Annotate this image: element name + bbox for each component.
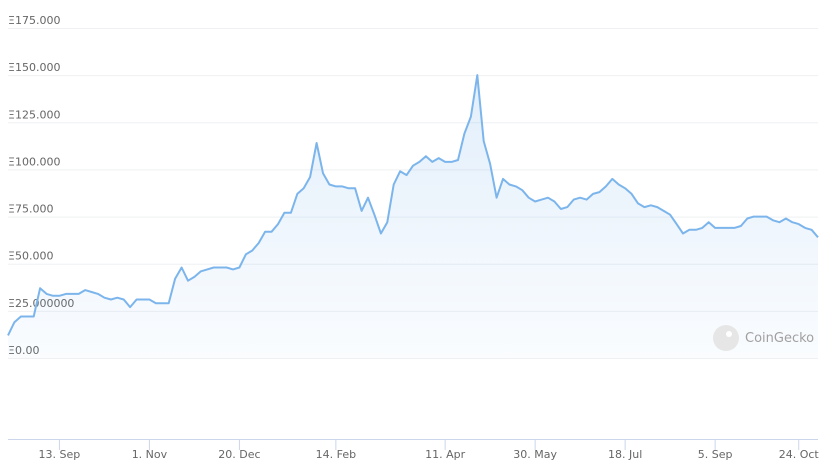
- y-tick-label: Ξ150.000: [8, 61, 60, 74]
- x-tick-label: 1. Nov: [132, 448, 168, 461]
- y-tick-label: Ξ75.000: [8, 203, 53, 216]
- x-tick-label: 13. Sep: [39, 448, 81, 461]
- x-tick-label: 11. Apr: [425, 448, 465, 461]
- area-fill: [8, 75, 818, 358]
- x-tick-label: 14. Feb: [316, 448, 356, 461]
- x-tick-label: 20. Dec: [218, 448, 260, 461]
- y-tick-label: Ξ175.000: [8, 14, 60, 27]
- y-tick-label: Ξ125.000: [8, 108, 60, 121]
- x-tick-label: 24. Oct: [779, 448, 820, 461]
- x-tick-label: 30. May: [513, 448, 557, 461]
- x-tick-label: 5. Sep: [698, 448, 733, 461]
- watermark-logo-eye: [726, 331, 732, 337]
- y-tick-label: Ξ50.000: [8, 250, 53, 263]
- y-tick-label: Ξ100.000: [8, 155, 60, 168]
- watermark: CoinGecko: [713, 325, 814, 351]
- watermark-logo: [713, 325, 739, 351]
- watermark-text: CoinGecko: [745, 331, 814, 346]
- price-line: [7, 74, 819, 336]
- x-tick-label: 18. Jul: [608, 448, 642, 461]
